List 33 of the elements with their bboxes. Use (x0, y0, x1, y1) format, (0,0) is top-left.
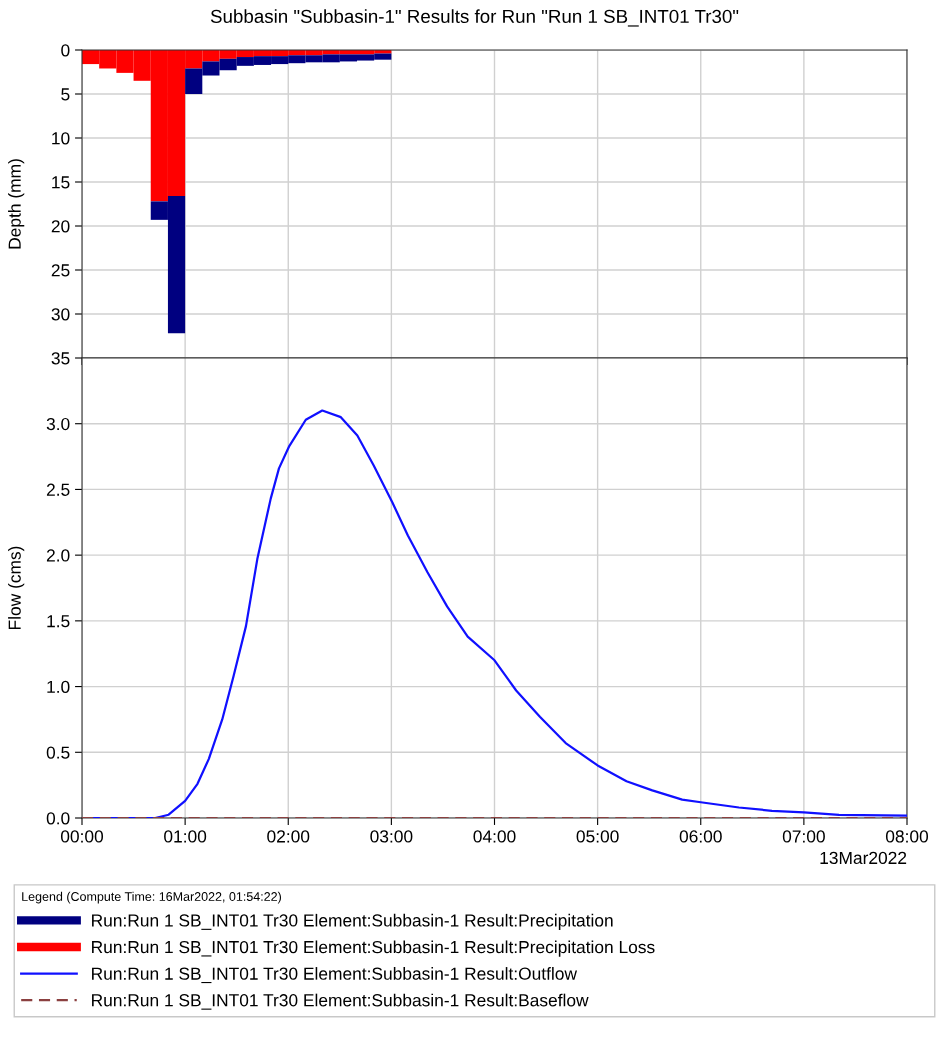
y-tick-label: 3.0 (46, 417, 70, 431)
y-tick-label: 10 (52, 132, 70, 145)
legend-title: Legend (Compute Time: 16Mar2022, 01:54:22) (22, 891, 281, 904)
y-tick-label: 2.5 (46, 483, 70, 496)
x-tick-label: 03:00 (370, 830, 413, 843)
y-axis-title: Depth (mm) (8, 159, 25, 249)
text: 13Mar2022 (820, 851, 907, 865)
x-tick-label: 08:00 (885, 830, 929, 843)
y-tick-label: 30 (51, 308, 70, 321)
chart-title: Subbasin "Subbasin-1" Results for Run "Run 1 SB_INT01 Tr30" (210, 9, 739, 27)
x-tick-label: 04:00 (473, 830, 516, 843)
legend-label: Run:Run 1 SB_INT01 Tr30 Element:Subbasin-1 Result:Baseflow (92, 993, 589, 1010)
y-tick-label: 35 (51, 352, 70, 365)
y-axis-title: Flow (cms) (8, 546, 25, 630)
x-tick-label: 00:00 (60, 830, 104, 843)
x-tick-label: 01:00 (164, 830, 207, 843)
y-tick-label: 15 (52, 176, 70, 189)
x-tick-label: 02:00 (267, 830, 310, 843)
y-tick-label: 0.0 (46, 812, 70, 825)
legend-label: Run:Run 1 SB_INT01 Tr30 Element:Subbasin-1 Result:Outflow (92, 967, 578, 984)
y-tick-label: 1.5 (47, 615, 70, 628)
x-tick-label: 06:00 (679, 830, 722, 843)
y-tick-label: 0.5 (46, 746, 70, 759)
y-tick-label: 1.0 (47, 680, 70, 694)
y-tick-label: 25 (51, 264, 70, 277)
x-tick-label: 07:00 (782, 830, 825, 843)
x-tick-label: 05:00 (576, 830, 619, 843)
y-tick-label: 5 (61, 88, 70, 101)
legend-label: Run:Run 1 SB_INT01 Tr30 Element:Subbasin-1 Result:Precipitation Loss (92, 940, 655, 957)
y-tick-label: 2.0 (46, 549, 70, 562)
legend-label: Run:Run 1 SB_INT01 Tr30 Element:Subbasin-1 Result:Precipitation (92, 913, 613, 931)
y-tick-label: 0 (61, 44, 70, 57)
y-tick-label: 20 (51, 220, 70, 233)
